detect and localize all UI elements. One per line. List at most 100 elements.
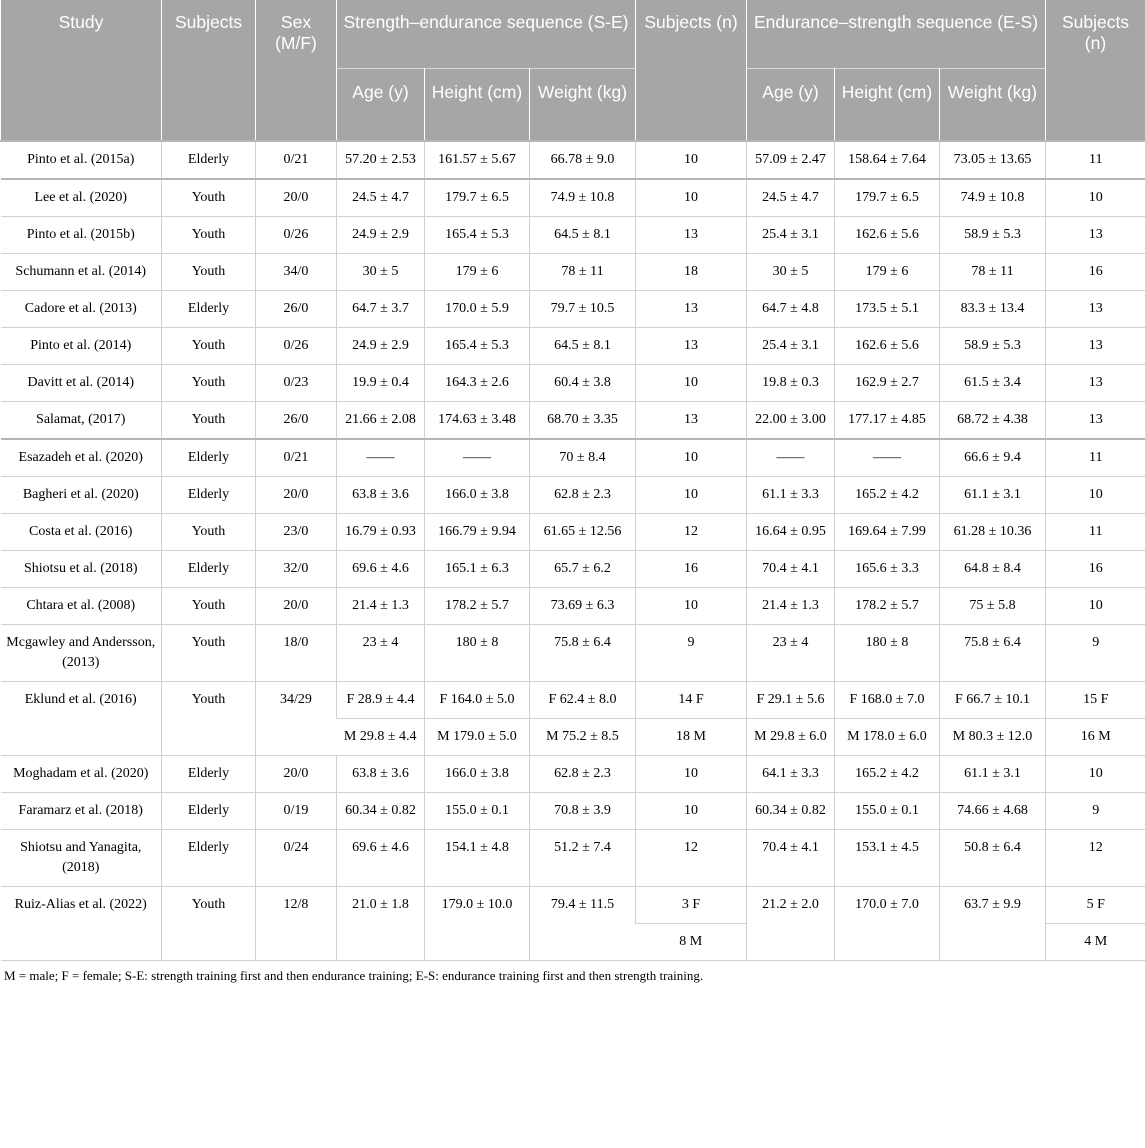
cell: 13 xyxy=(1045,216,1145,254)
cell: 23/0 xyxy=(255,513,337,551)
cell: Youth xyxy=(161,216,256,254)
header-es-age: Age (y) xyxy=(746,68,835,141)
cell: 169.64 ± 7.99 xyxy=(834,513,940,551)
cell: 79.7 ± 10.5 xyxy=(529,290,636,328)
cell: 0/26 xyxy=(255,327,337,365)
cell: Elderly xyxy=(161,829,256,887)
header-study: Study xyxy=(0,0,162,141)
cell: 60.34 ± 0.82 xyxy=(336,792,425,830)
cell: 61.5 ± 3.4 xyxy=(939,364,1046,402)
cell: 0/21 xyxy=(255,140,337,180)
cell: 61.65 ± 12.56 xyxy=(529,513,636,551)
header-se-age: Age (y) xyxy=(336,68,425,141)
cell: 13 xyxy=(635,290,747,328)
cell: 9 xyxy=(635,624,747,682)
cell: F 168.0 ± 7.0 xyxy=(834,681,940,719)
cell: 8 M xyxy=(635,923,747,961)
cell: 16.79 ± 0.93 xyxy=(336,513,425,551)
cell: 75.8 ± 6.4 xyxy=(529,624,636,682)
table-row: Shiotsu et al. (2018) Elderly 32/0 69.6 ± 4… xyxy=(0,550,1145,588)
table-row: Mcgawley and Andersson, (2013) Youth 18/0 2… xyxy=(0,624,1145,682)
cell: 162.6 ± 5.6 xyxy=(834,216,940,254)
cell: Shiotsu et al. (2018) xyxy=(0,550,162,588)
cell: 21.4 ± 1.3 xyxy=(746,587,835,625)
cell: 64.5 ± 8.1 xyxy=(529,327,636,365)
cell: 16 xyxy=(635,550,747,588)
table-row: Shiotsu and Yanagita, (2018) Elderly 0/24 6… xyxy=(0,829,1145,887)
table-row: Lee et al. (2020) Youth 20/0 24.5 ± 4.7 179.… xyxy=(0,178,1145,217)
cell: 70.4 ± 4.1 xyxy=(746,550,835,588)
cell: 78 ± 11 xyxy=(529,253,636,291)
table-row: Davitt et al. (2014) Youth 0/23 19.9 ± 0.4 1… xyxy=(0,364,1145,402)
cell: 74.9 ± 10.8 xyxy=(939,178,1046,217)
cell: 10 xyxy=(635,755,747,793)
cell: 20/0 xyxy=(255,755,337,793)
cell: 75.8 ± 6.4 xyxy=(939,624,1046,682)
cell: 13 xyxy=(1045,290,1145,328)
cell: 10 xyxy=(635,438,747,477)
cell: 12 xyxy=(635,829,747,887)
cell: 21.4 ± 1.3 xyxy=(336,587,425,625)
cell: 23 ± 4 xyxy=(746,624,835,682)
table-row: Schumann et al. (2014) Youth 34/0 30 ± 5 179… xyxy=(0,253,1145,291)
cell: 24.5 ± 4.7 xyxy=(746,178,835,217)
cell: 177.17 ± 4.85 xyxy=(834,401,940,440)
cell: M 179.0 ± 5.0 xyxy=(424,718,530,756)
cell: Pinto et al. (2015a) xyxy=(0,140,162,180)
table-body: Pinto et al. (2015a) Elderly 0/21 57.20 ± 2… xyxy=(0,140,1145,961)
cell: 21.0 ± 1.8 xyxy=(336,886,425,961)
cell: 0/26 xyxy=(255,216,337,254)
cell: Cadore et al. (2013) xyxy=(0,290,162,328)
cell: 178.2 ± 5.7 xyxy=(834,587,940,625)
cell: 79.4 ± 11.5 xyxy=(529,886,636,961)
cell: Youth xyxy=(161,513,256,551)
cell: 73.69 ± 6.3 xyxy=(529,587,636,625)
cell: 18 M xyxy=(635,718,747,756)
cell: 11 xyxy=(1045,438,1145,477)
cell: 26/0 xyxy=(255,401,337,440)
cell: 13 xyxy=(635,327,747,365)
cell: 20/0 xyxy=(255,476,337,514)
cell: Elderly xyxy=(161,550,256,588)
cell: 10 xyxy=(1045,178,1145,217)
cell: 12/8 xyxy=(255,886,337,961)
cell: Mcgawley and Andersson, (2013) xyxy=(0,624,162,682)
cell: 61.28 ± 10.36 xyxy=(939,513,1046,551)
header-se-height: Height (cm) xyxy=(424,68,530,141)
header-subjects-n-es: Subjects (n) xyxy=(1045,0,1145,141)
table-row: Faramarz et al. (2018) Elderly 0/19 60.34 ±… xyxy=(0,792,1145,830)
cell: Pinto et al. (2015b) xyxy=(0,216,162,254)
cell: 74.9 ± 10.8 xyxy=(529,178,636,217)
cell: M 75.2 ± 8.5 xyxy=(529,718,636,756)
cell: 179 ± 6 xyxy=(424,253,530,291)
cell: 180 ± 8 xyxy=(834,624,940,682)
cell: 66.6 ± 9.4 xyxy=(939,438,1046,477)
cell: 18/0 xyxy=(255,624,337,682)
cell: 63.8 ± 3.6 xyxy=(336,476,425,514)
cell: 10 xyxy=(1045,587,1145,625)
cell: 69.6 ± 4.6 xyxy=(336,550,425,588)
cell: 51.2 ± 7.4 xyxy=(529,829,636,887)
cell: Youth xyxy=(161,401,256,440)
cell: 174.63 ± 3.48 xyxy=(424,401,530,440)
cell: F 164.0 ± 5.0 xyxy=(424,681,530,719)
cell: 12 xyxy=(635,513,747,551)
cell: 75 ± 5.8 xyxy=(939,587,1046,625)
table-row: Bagheri et al. (2020) Elderly 20/0 63.8 ± 3… xyxy=(0,476,1145,514)
cell: 13 xyxy=(635,401,747,440)
cell: 13 xyxy=(1045,401,1145,440)
cell: Youth xyxy=(161,681,256,756)
cell: 50.8 ± 6.4 xyxy=(939,829,1046,887)
cell: 10 xyxy=(1045,755,1145,793)
cell: Shiotsu and Yanagita, (2018) xyxy=(0,829,162,887)
cell: 18 xyxy=(635,253,747,291)
header-subjects-n-se: Subjects (n) xyxy=(635,0,747,141)
cell: 34/29 xyxy=(255,681,337,756)
cell: 62.8 ± 2.3 xyxy=(529,755,636,793)
cell: 83.3 ± 13.4 xyxy=(939,290,1046,328)
cell: M 80.3 ± 12.0 xyxy=(939,718,1046,756)
cell: 11 xyxy=(1045,140,1145,180)
cell: 155.0 ± 0.1 xyxy=(834,792,940,830)
cell: 155.0 ± 0.1 xyxy=(424,792,530,830)
cell: 60.4 ± 3.8 xyxy=(529,364,636,402)
